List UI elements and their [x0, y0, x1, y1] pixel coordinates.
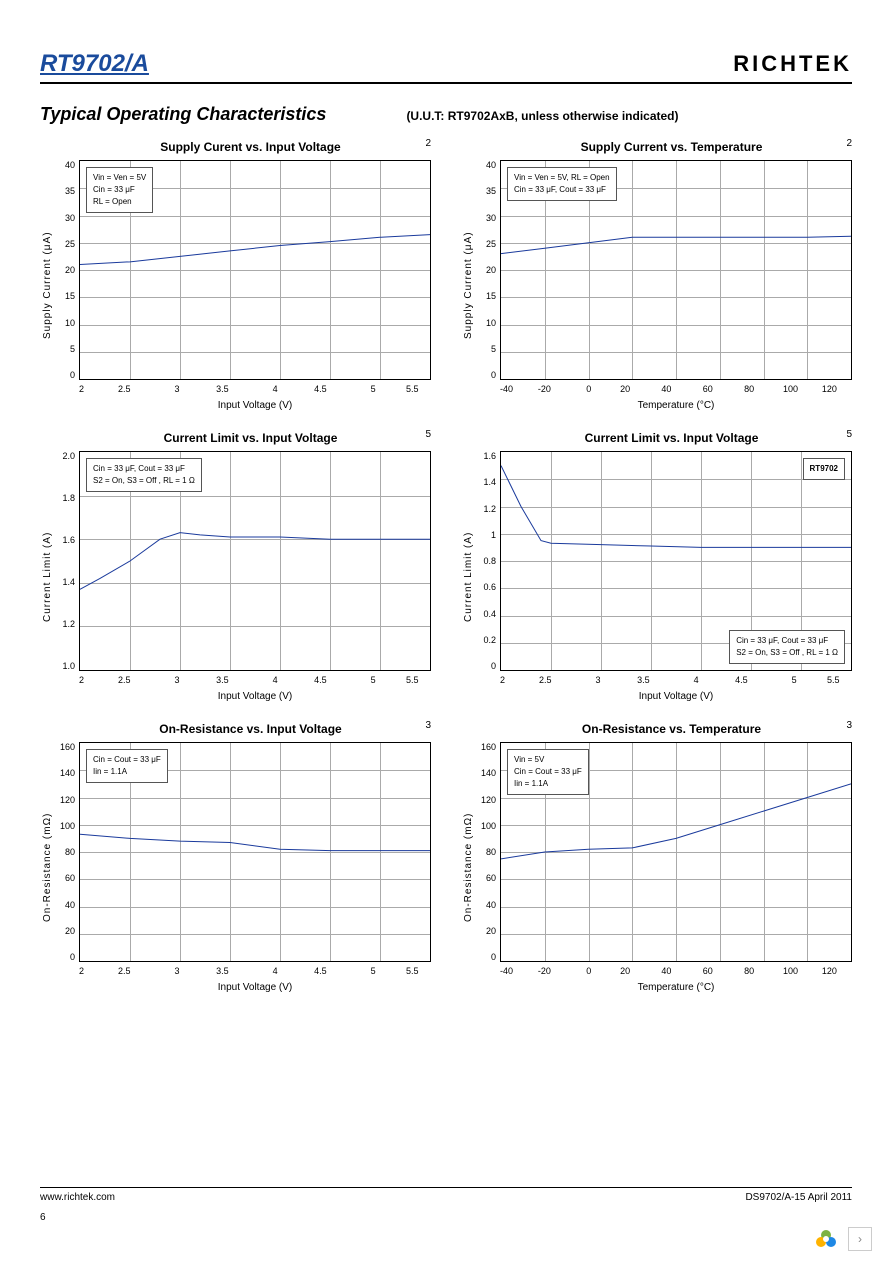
- page-number: 6: [40, 1212, 46, 1223]
- flower-icon: [812, 1225, 840, 1253]
- chart-xlabel: Input Voltage (V): [55, 685, 431, 702]
- chart: 2Supply Current vs. Temperature Supply Cu…: [461, 140, 852, 411]
- chart: 3On-Resistance vs. Temperature On-Resista…: [461, 722, 852, 993]
- chart-yticks: 160140120100806040200: [55, 742, 79, 962]
- chart-xticks: 22.533.544.555.5: [55, 962, 431, 976]
- chart-ylabel: Supply Current (μA): [40, 160, 55, 411]
- chart-legend: Vin = 5VCin = Cout = 33 μFIin = 1.1A: [507, 749, 589, 795]
- chart-yticks: 2.01.81.61.41.21.0: [55, 451, 79, 671]
- chart-yticks: 1.61.41.210.80.60.40.20: [476, 451, 500, 671]
- chart-title: Supply Current vs. Temperature: [461, 140, 852, 154]
- chart-xlabel: Temperature (°C): [476, 394, 852, 411]
- chart-corner-number: 3: [846, 720, 852, 731]
- chart-title: On-Resistance vs. Input Voltage: [40, 722, 431, 736]
- chart-xticks: 22.533.544.555.5: [55, 671, 431, 685]
- chart-corner-number: 5: [425, 429, 431, 440]
- chart-xlabel: Input Voltage (V): [55, 976, 431, 993]
- chart-plot-area: Cin = 33 μF, Cout = 33 μFS2 = On, S3 = O…: [500, 451, 852, 671]
- section-subtitle: (U.U.T: RT9702AxB, unless otherwise indi…: [406, 109, 678, 123]
- chart-title: On-Resistance vs. Temperature: [461, 722, 852, 736]
- chart-xticks: -40-20020406080100120: [476, 962, 852, 976]
- chart-yticks: 4035302520151050: [476, 160, 500, 380]
- footer-url: www.richtek.com: [40, 1192, 115, 1203]
- chart-xticks: -40-20020406080100120: [476, 380, 852, 394]
- chart-plot-area: Cin = Cout = 33 μFIin = 1.1A: [79, 742, 431, 962]
- chart-plot-area: Vin = Ven = 5VCin = 33 μFRL = Open: [79, 160, 431, 380]
- richtek-logo: RICHTEK: [733, 51, 852, 77]
- page-footer: www.richtek.com DS9702/A-15 April 2011: [40, 1187, 852, 1203]
- chart-legend: Vin = Ven = 5V, RL = OpenCin = 33 μF, Co…: [507, 167, 617, 201]
- chart-yticks: 4035302520151050: [55, 160, 79, 380]
- chart-ylabel: Supply Current (μA): [461, 160, 476, 411]
- chart-corner-number: 3: [425, 720, 431, 731]
- chart-legend: Cin = Cout = 33 μFIin = 1.1A: [86, 749, 168, 783]
- chart-title: Supply Curent vs. Input Voltage: [40, 140, 431, 154]
- page-header: RT9702/A RICHTEK: [40, 50, 852, 84]
- chevron-right-icon[interactable]: ›: [848, 1227, 872, 1251]
- bottom-icons: ›: [812, 1225, 872, 1253]
- chart: 5Current Limit vs. Input Voltage Current …: [461, 431, 852, 702]
- chart: 5Current Limit vs. Input Voltage Current …: [40, 431, 431, 702]
- chart-legend: Vin = Ven = 5VCin = 33 μFRL = Open: [86, 167, 153, 213]
- chart-xlabel: Input Voltage (V): [476, 685, 852, 702]
- chart-extra-label: RT9702: [803, 458, 845, 480]
- chart-legend: Cin = 33 μF, Cout = 33 μFS2 = On, S3 = O…: [729, 630, 845, 664]
- chart-plot-area: Cin = 33 μF, Cout = 33 μFS2 = On, S3 = O…: [79, 451, 431, 671]
- chart-corner-number: 2: [425, 138, 431, 149]
- chart-grid: 2Supply Curent vs. Input VoltageSupply C…: [40, 140, 852, 993]
- chart-legend: Cin = 33 μF, Cout = 33 μFS2 = On, S3 = O…: [86, 458, 202, 492]
- chart-ylabel: Current Limit (A): [461, 451, 476, 702]
- chart-xlabel: Input Voltage (V): [55, 394, 431, 411]
- section-title-row: Typical Operating Characteristics (U.U.T…: [40, 104, 852, 125]
- chart-ylabel: On-Resistance (mΩ): [40, 742, 55, 993]
- chart-yticks: 160140120100806040200: [476, 742, 500, 962]
- part-number: RT9702/A: [40, 50, 149, 78]
- chart-xticks: 22.533.544.555.5: [55, 380, 431, 394]
- chart-xticks: 22.533.544.555.5: [476, 671, 852, 685]
- chart-ylabel: On-Resistance (mΩ): [461, 742, 476, 993]
- chart-title: Current Limit vs. Input Voltage: [40, 431, 431, 445]
- chart: 3On-Resistance vs. Input Voltage On-Resis…: [40, 722, 431, 993]
- chart-plot-area: Vin = 5VCin = Cout = 33 μFIin = 1.1A: [500, 742, 852, 962]
- chart: 2Supply Curent vs. Input Voltage Supply C…: [40, 140, 431, 411]
- chart-xlabel: Temperature (°C): [476, 976, 852, 993]
- chart-corner-number: 2: [846, 138, 852, 149]
- chart-plot-area: Vin = Ven = 5V, RL = OpenCin = 33 μF, Co…: [500, 160, 852, 380]
- footer-docref: DS9702/A-15 April 2011: [745, 1192, 852, 1203]
- section-title: Typical Operating Characteristics: [40, 104, 326, 125]
- chart-corner-number: 5: [846, 429, 852, 440]
- chart-title: Current Limit vs. Input Voltage: [461, 431, 852, 445]
- chart-ylabel: Current Limit (A): [40, 451, 55, 702]
